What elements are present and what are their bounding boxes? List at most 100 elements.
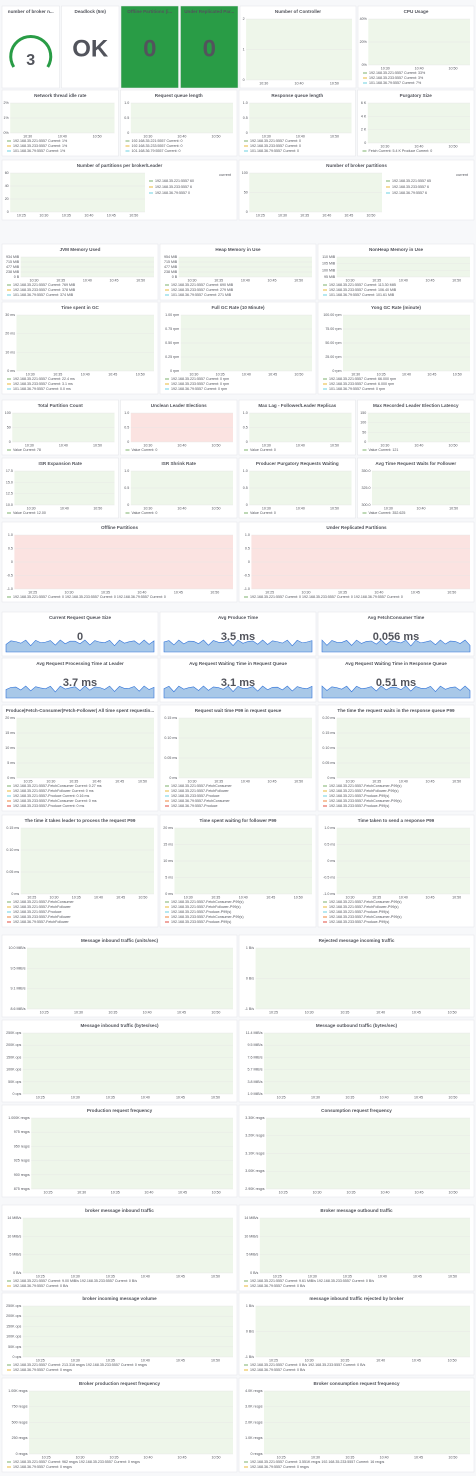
y-tick-label: 1.0 [124, 469, 129, 473]
x-tick-label: 10:35 [343, 1274, 352, 1278]
panel: Avg Request Processing Time at Leader 3.7… [1, 657, 159, 703]
x-tick-label: 10:25 [265, 590, 274, 594]
x-tick-label: 10:30 [311, 1455, 320, 1459]
panel-title: Message inbound traffic (units/sec) [81, 938, 159, 943]
legend-entry: 192.168.35.233:5557-Produce [171, 794, 220, 798]
y-tick-label: 0.25 rpm [165, 355, 179, 359]
legend-entry: 192.168.35.221:5557 Current: 690 MiB [171, 283, 234, 287]
plot-area [178, 718, 312, 778]
x-tick-label: 10:30 [262, 443, 271, 447]
y-tick-label: 50 [362, 430, 366, 434]
x-tick-label: 10:40 [376, 1010, 385, 1014]
panel: Avg Request Waiting Time in Request Queu… [159, 657, 317, 703]
x-tick-label: 10:50 [448, 1010, 457, 1014]
y-tick-label: 0% [362, 63, 368, 67]
legend-entry: 192.168.35.221:5557 Current: 0 rpm [171, 377, 229, 381]
legend-entry: 192.168.36.79:5557 Current: 0 rpm [171, 387, 227, 391]
panel: Avg Time Request Waits for Follower 350.0… [357, 457, 475, 519]
x-tick-label: 10:45 [176, 1274, 185, 1278]
y-tick-label: 0 B/s [246, 976, 254, 980]
y-tick-label: 1% [3, 116, 9, 120]
legend-entry: 192.168.35.221:5557-Produce-P99(s) [329, 910, 389, 914]
y-tick-label: 477 MiB [164, 265, 178, 269]
y-tick-label: 150K ops [6, 1055, 21, 1059]
x-tick-label: 10:50 [449, 1190, 458, 1194]
x-tick-label: 10:30 [346, 779, 355, 783]
x-tick-label: 10:40 [144, 1190, 153, 1194]
legend-entry: 192.168.35.221:5557 Current: 113.30 MiB [329, 283, 396, 287]
x-tick-label: 10:35 [110, 1455, 119, 1459]
stat-value: 0 [77, 631, 83, 643]
x-tick-label: 10:50 [448, 1455, 457, 1459]
x-tick-label: 10:30 [77, 1190, 86, 1194]
legend-entry: 192.168.35.233:5557 Current: 0 [132, 144, 183, 148]
panel-title: Full GC Rate (10 Minute) [211, 305, 265, 310]
legend-entry: 192.168.36.79:5557 Current: 0 reqps [13, 1368, 72, 1372]
x-tick-label: 10:50 [212, 1455, 221, 1459]
y-tick-label: 15 ms [163, 842, 173, 846]
y-tick-label: 1.0 [243, 101, 248, 105]
x-tick-label: 10:50 [448, 443, 457, 447]
panel-title: JVM Memory Used [60, 247, 101, 252]
legend-entry: 192.168.35.233:5557 Current: 3.1 ms [13, 382, 73, 386]
y-tick-label: 100K ops [6, 1335, 21, 1339]
panel: Response queue length 1.0 0.5 0 10:30 10:40 10… [238, 89, 356, 157]
y-tick-label: 100.00 rpm [323, 313, 341, 317]
x-tick-label: 10:45 [174, 590, 183, 594]
legend-entry: 192.168.35.233:5557-Produce-P99(s) [171, 920, 231, 924]
gauge-arc [9, 35, 53, 68]
x-tick-label: 10:30 [189, 372, 198, 376]
panel-title: Consumption request frequency [321, 1108, 392, 1113]
x-tick-label: 10:35 [345, 1455, 354, 1459]
legend-entry: 192.168.35.233:5557-Produce-P99(s) [329, 920, 389, 924]
panel: Producer Purgatory Requests Waiting 1.0 0.… [238, 457, 356, 519]
y-tick-label: -0.5 ms [323, 875, 335, 879]
y-tick-label: 0 [11, 560, 13, 564]
panel: Total Partition Count 100 50 0 10:30 10:40 10:… [1, 399, 119, 456]
y-tick-label: 1.00 rpm [165, 313, 179, 317]
x-tick-label: 10:30 [305, 1358, 314, 1362]
panel-title: CPU Usage [404, 9, 429, 14]
y-tick-label: 5 MiB/s [246, 1253, 258, 1257]
y-tick-label: 75.00 rpm [325, 327, 341, 331]
panel: Number of Controller 2 1 0 10:30 10:40 10:50 [239, 5, 357, 89]
y-tick-label: 0.05 ms [322, 761, 335, 765]
x-tick-label: 10:30 [26, 372, 35, 376]
y-tick-label: 1 B/s [246, 946, 254, 950]
x-tick-label: 10:50 [93, 134, 102, 138]
panel-title: Offline Partitions (i... [127, 9, 172, 14]
x-tick-label: 10:35 [108, 1010, 117, 1014]
y-tick-label: -0.5 [7, 573, 13, 577]
y-tick-label: 10 ms [163, 859, 173, 863]
x-tick-label: 10:50 [448, 1095, 457, 1099]
y-tick-label: 5 ms [165, 875, 173, 879]
y-tick-label: 0 [364, 141, 366, 145]
legend-entry: 101.168.36.79:5557 Current: 0.0 ms [13, 387, 71, 391]
legend-entry: 192.168.35.233:5557-FetchConsumer-P99(s) [329, 799, 402, 803]
plot-area [336, 257, 470, 277]
y-tick-label: 95 MiB [324, 275, 336, 279]
x-tick-label: 10:35 [72, 895, 81, 899]
x-tick-label: 10:40 [374, 590, 383, 594]
y-tick-label: 0 reqps [251, 1452, 263, 1456]
x-tick-label: 10:25 [36, 1095, 45, 1099]
y-tick-label: 150K ops [6, 1324, 21, 1328]
y-tick-label: 8.6 MiB/s [11, 1007, 26, 1011]
x-tick-label: 10:50 [453, 372, 462, 376]
panel: Message inbound traffic (bytes/sec) 250K … [1, 1019, 238, 1103]
y-tick-label: -1.0 [7, 587, 13, 591]
x-tick-label: 10:40 [295, 81, 304, 85]
y-tick-label: 3.0K reqps [245, 1405, 263, 1409]
x-tick-label: 10:40 [381, 1190, 390, 1194]
panel: Offline Partitions (i... 0 [120, 5, 179, 89]
x-tick-label: 10:50 [330, 134, 339, 138]
panel: The time it takes leader to process the … [1, 814, 159, 928]
x-tick-label: 10:35 [56, 278, 65, 282]
x-tick-label: 10:40 [242, 372, 251, 376]
y-tick-label: 954 MiB [164, 255, 178, 259]
y-tick-label: -1.0 ms [323, 892, 335, 896]
panel-title: Offline Partitions [101, 525, 138, 530]
x-tick-label: 10:40 [81, 372, 90, 376]
panel: Message outbound traffic (bytes/sec) 11.4… [238, 1019, 475, 1103]
legend-entry: 192.168.36.79:5557 Current: 0 reqps [250, 1465, 309, 1469]
